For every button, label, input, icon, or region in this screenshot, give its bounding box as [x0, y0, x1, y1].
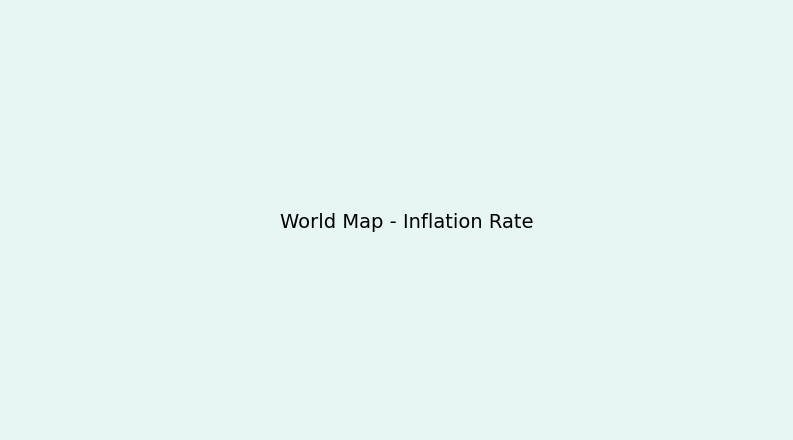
Text: World Map - Inflation Rate: World Map - Inflation Rate: [280, 213, 533, 232]
